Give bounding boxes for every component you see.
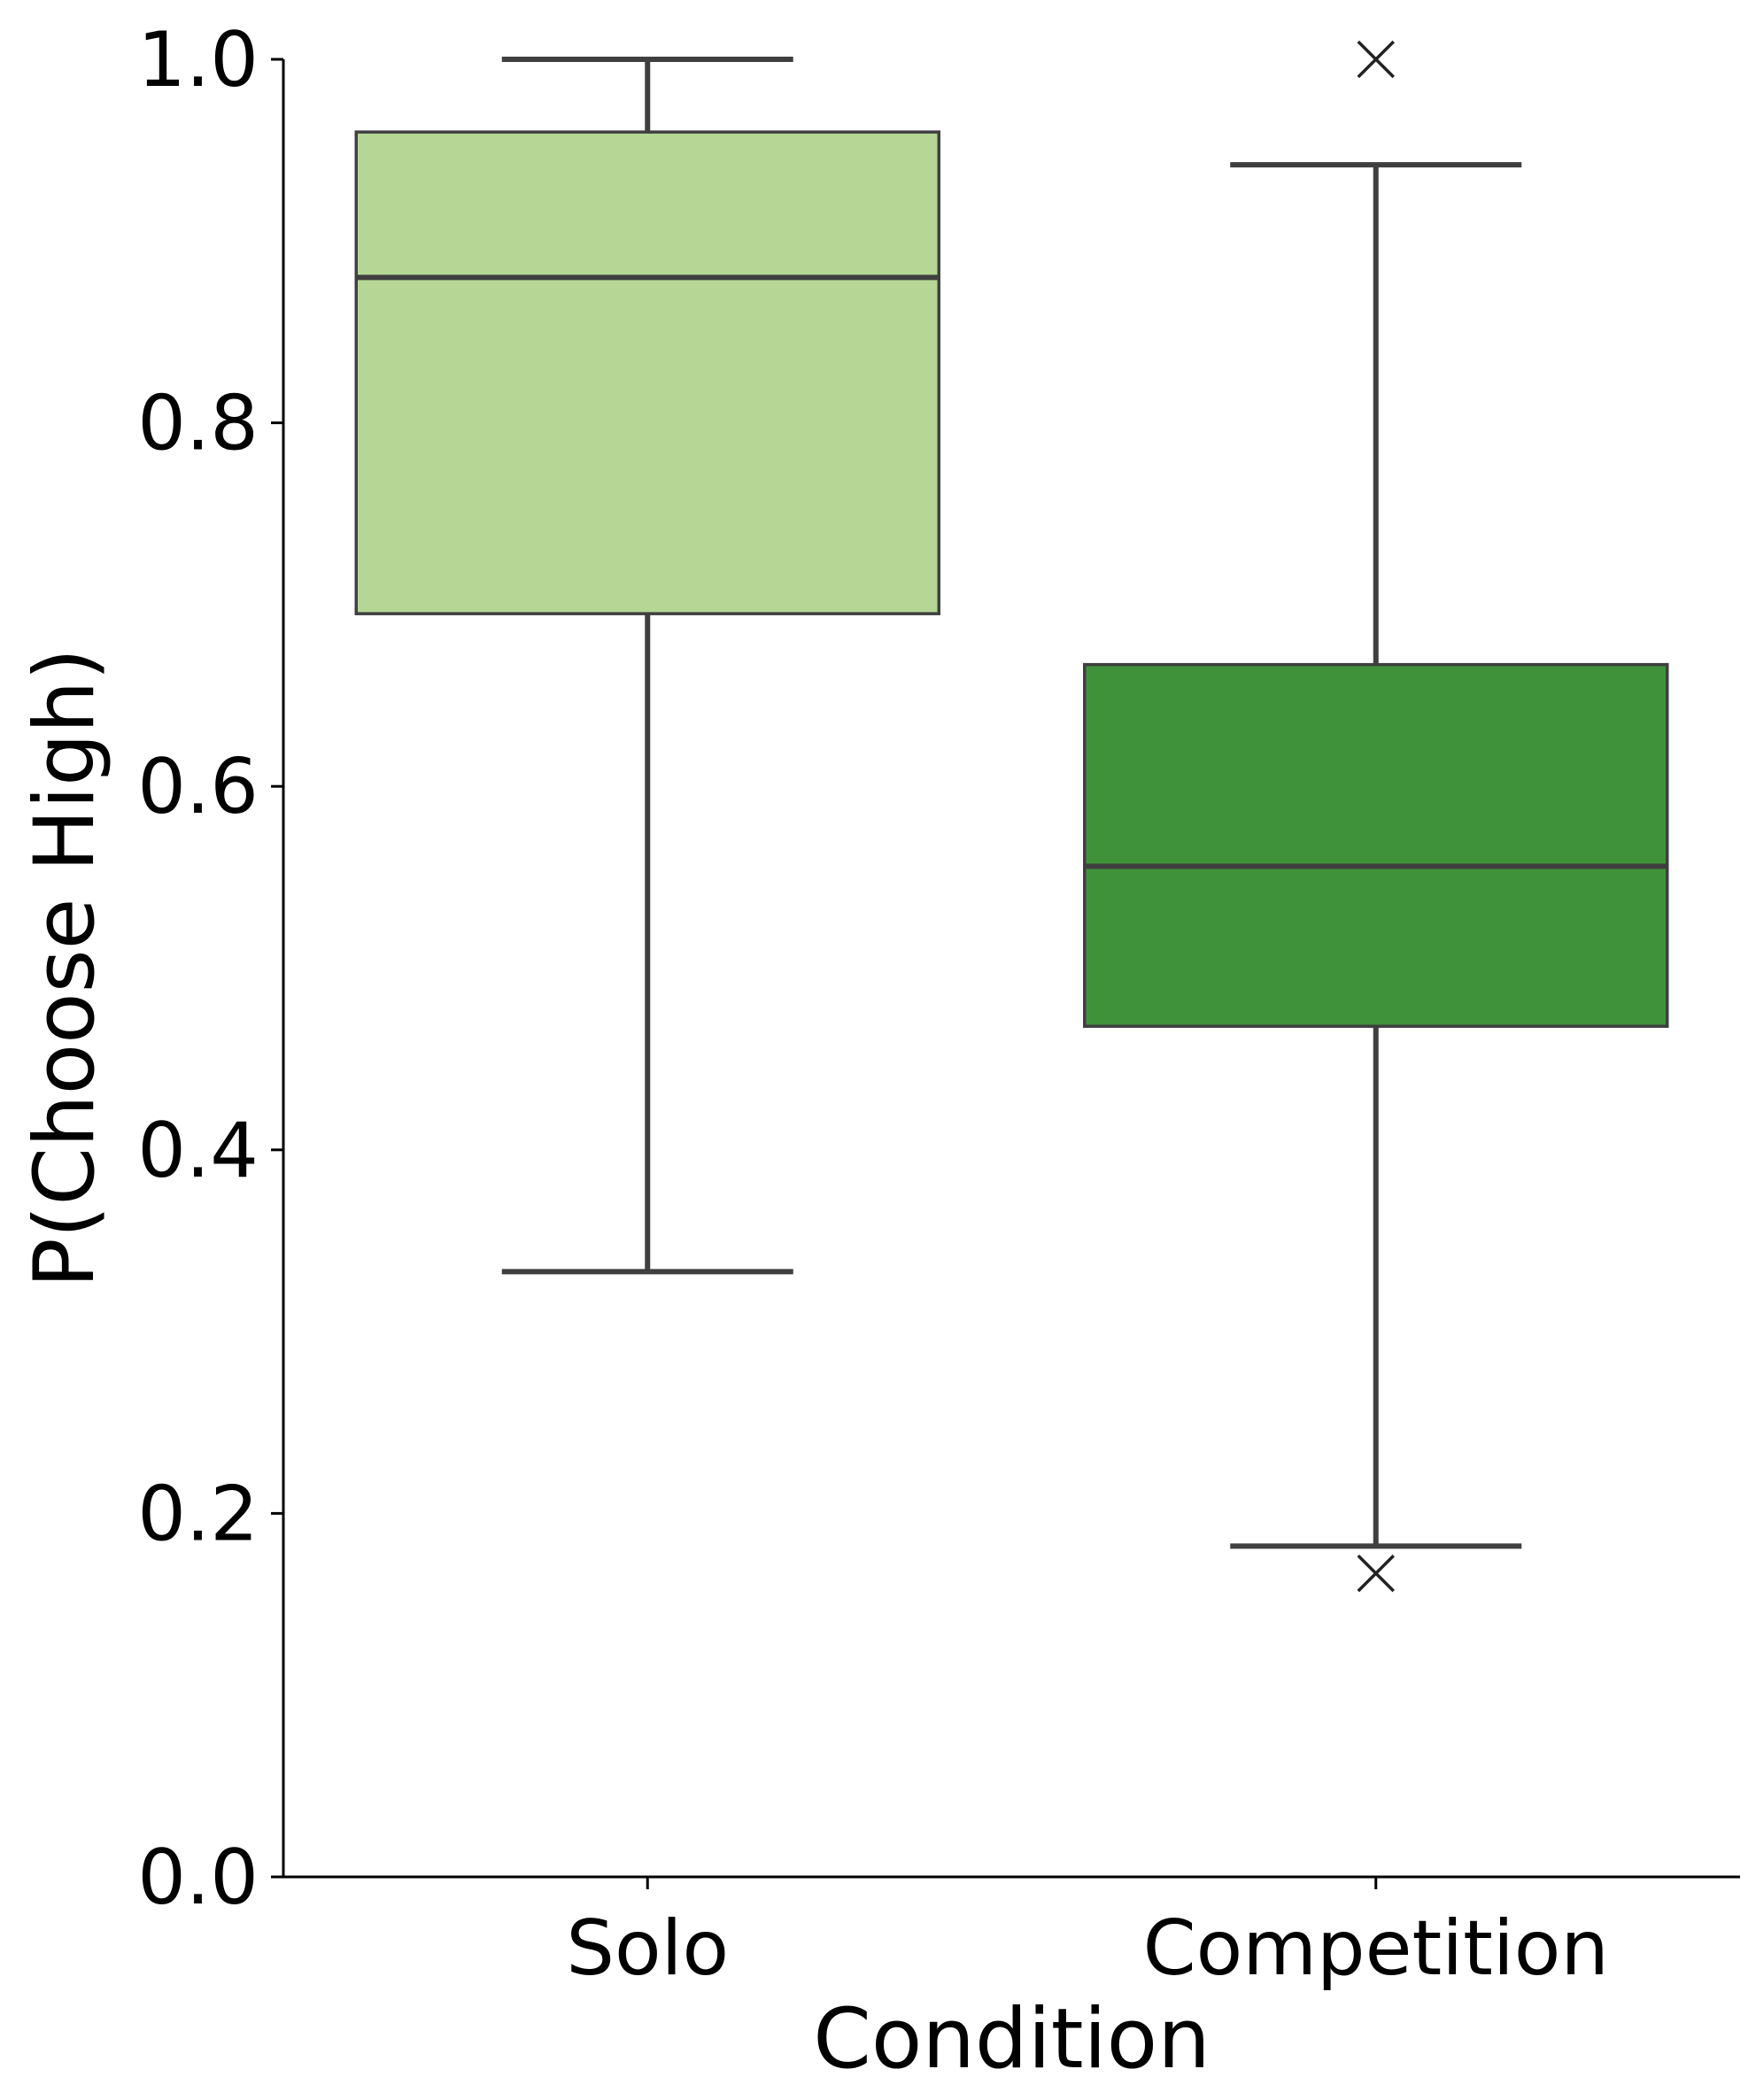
y-axis-title: P(Choose High) — [17, 648, 113, 1288]
y-tick-label: 1.0 — [137, 16, 259, 104]
y-tick-label: 0.0 — [137, 1834, 259, 1922]
plot-marks — [354, 40, 1669, 1593]
box-group-competition — [1083, 40, 1669, 1593]
outlier-marker — [1357, 1554, 1395, 1593]
y-tick-label: 0.2 — [137, 1470, 259, 1558]
x-axis-ticks: Solo Competition — [566, 1877, 1609, 1993]
y-axis-ticks: 0.0 0.2 0.4 0.6 0.8 1.0 — [137, 16, 283, 1922]
box-group-solo — [354, 57, 940, 1275]
x-tick-label: Solo — [566, 1904, 729, 1993]
y-tick-label: 0.6 — [137, 743, 259, 831]
x-tick-label: Competition — [1143, 1904, 1609, 1993]
y-tick-label: 0.4 — [137, 1107, 259, 1195]
outlier-marker — [1357, 40, 1395, 79]
x-axis-title: Condition — [813, 1991, 1211, 2088]
iqr-box — [1083, 662, 1669, 1028]
iqr-box — [354, 130, 940, 615]
y-tick-label: 0.8 — [137, 380, 259, 468]
